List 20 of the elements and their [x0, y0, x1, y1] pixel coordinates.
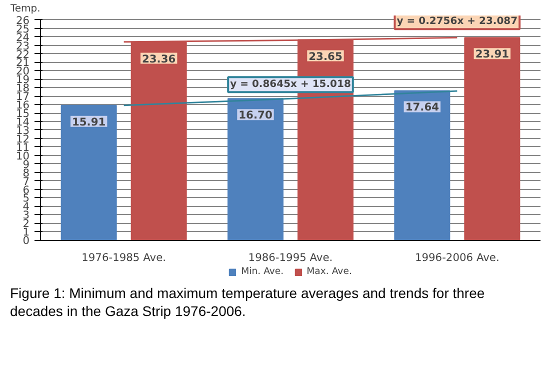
- data-label: 23.36: [142, 52, 176, 66]
- x-tick-label: 1986-1995 Ave.: [248, 251, 333, 264]
- legend-label: Min. Ave.: [241, 266, 284, 277]
- annotation: y = 0.2756x + 23.087: [396, 16, 518, 28]
- y-tick-label: 0: [22, 234, 30, 248]
- x-tick-label: 1976-1985 Ave.: [82, 251, 166, 264]
- data-label: 23.65: [308, 50, 342, 63]
- data-label: 17.64: [405, 100, 440, 114]
- x-tick-label: 1996-2006 Ave.: [414, 251, 500, 264]
- bar: [394, 90, 450, 241]
- data-label: 23.91: [475, 48, 510, 61]
- legend-label: Max. Ave.: [306, 266, 352, 277]
- caption: Figure 1: Minimum and maximum temperature averages and trends for three decades in the Gaza Strip 1976-2006.: [10, 284, 486, 320]
- data-label: 16.70: [238, 108, 272, 122]
- bar: [60, 104, 117, 241]
- bar: [228, 98, 284, 241]
- data-label: 15.91: [72, 115, 106, 128]
- annotation: y = 0.8645x + 15.018: [230, 79, 351, 90]
- bar: [464, 37, 520, 241]
- y-axis-title: Temp.: [10, 4, 40, 14]
